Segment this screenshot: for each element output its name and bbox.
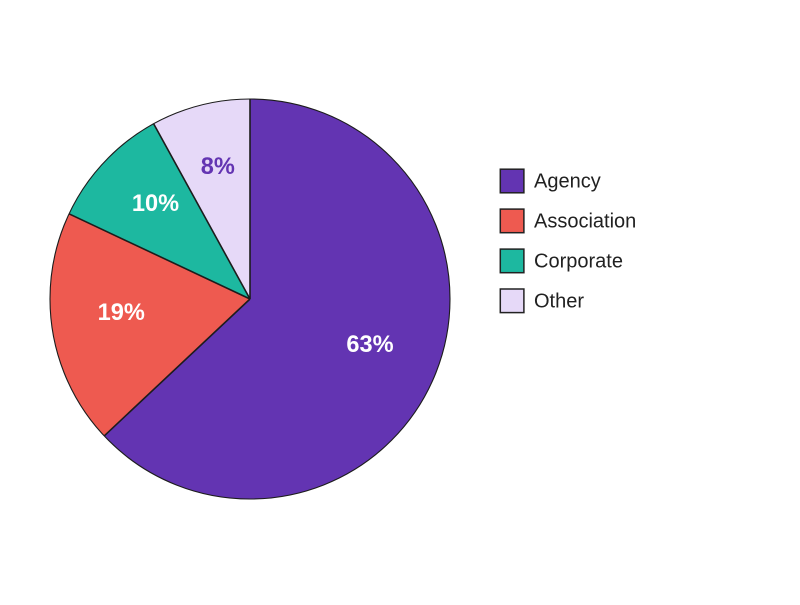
- svg-text:Agency: Agency: [534, 171, 601, 193]
- svg-text:19%: 19%: [98, 300, 145, 326]
- svg-text:Other: Other: [534, 290, 584, 312]
- svg-text:10%: 10%: [132, 191, 179, 217]
- svg-text:Corporate: Corporate: [534, 250, 623, 272]
- svg-text:8%: 8%: [201, 154, 235, 180]
- svg-text:63%: 63%: [346, 332, 393, 358]
- svg-text:Association: Association: [534, 210, 636, 232]
